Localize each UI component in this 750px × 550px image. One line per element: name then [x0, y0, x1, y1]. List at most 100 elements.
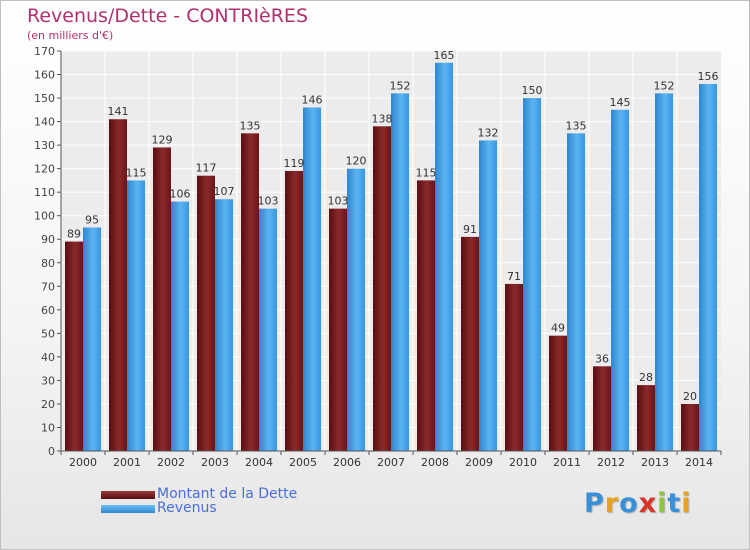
x-tick-label: 2010 — [509, 456, 537, 469]
x-tick-label: 2002 — [157, 456, 185, 469]
data-label-revenue: 146 — [302, 93, 323, 106]
y-tick-label: 160 — [34, 69, 55, 82]
x-tick-label: 2009 — [465, 456, 493, 469]
data-label-debt: 91 — [463, 223, 477, 236]
x-tick-label: 2013 — [641, 456, 669, 469]
y-tick-label: 120 — [34, 163, 55, 176]
bar-revenue — [259, 208, 277, 451]
data-label-revenue: 120 — [346, 155, 367, 168]
logo-letter: P — [584, 488, 605, 519]
bars — [65, 62, 717, 452]
bar-debt — [329, 208, 347, 451]
y-tick-label: 60 — [41, 304, 55, 317]
y-tick-label: 170 — [34, 45, 55, 58]
bar-debt — [153, 147, 171, 451]
logo-letter: t — [667, 488, 682, 519]
data-label-debt: 28 — [639, 371, 653, 384]
bar-revenue — [215, 199, 233, 451]
data-label-debt: 129 — [152, 133, 173, 146]
x-tick-label: 2003 — [201, 456, 229, 469]
logo-letter: r — [604, 488, 620, 519]
data-labels: 89 141 129 117 135 119 103 138 115 91 71 49 36 28 20 95… — [67, 49, 719, 403]
data-label-revenue: 150 — [522, 84, 543, 97]
data-label-debt: 115 — [416, 166, 437, 179]
bar-debt — [241, 133, 259, 451]
proxiti-logo: Proxiti — [584, 488, 692, 519]
x-tick-label: 2007 — [377, 456, 405, 469]
x-tick-label: 2001 — [113, 456, 141, 469]
legend-label-debt: Montant de la Dette — [157, 486, 298, 502]
logo-letter: o — [619, 488, 639, 519]
bar-debt — [417, 180, 435, 452]
chart-title: Revenus/Dette - CONTRIèRES — [27, 5, 309, 27]
bar-debt — [549, 335, 567, 451]
x-tick-label: 2005 — [289, 456, 317, 469]
bar-debt — [505, 283, 523, 451]
legend-label-revenue: Revenus — [157, 500, 217, 516]
data-label-revenue: 132 — [478, 126, 499, 139]
bar-revenue — [171, 201, 189, 451]
data-label-debt: 138 — [372, 112, 393, 125]
data-label-debt: 36 — [595, 352, 609, 365]
y-tick-label: 130 — [34, 139, 55, 152]
data-label-revenue: 115 — [126, 166, 147, 179]
data-label-revenue: 152 — [654, 79, 675, 92]
bar-debt — [109, 119, 127, 451]
x-tick-label: 2012 — [597, 456, 625, 469]
y-tick-label: 40 — [41, 351, 55, 364]
bar-debt — [461, 236, 479, 451]
bar-debt — [285, 171, 303, 451]
x-tick-label: 2008 — [421, 456, 449, 469]
y-tick-label: 100 — [34, 210, 55, 223]
logo-letter: i — [681, 488, 692, 519]
x-tick-label: 2011 — [553, 456, 581, 469]
bar-revenue — [347, 168, 365, 451]
data-label-revenue: 95 — [85, 213, 99, 226]
data-label-debt: 89 — [67, 228, 81, 241]
y-tick-label: 0 — [48, 445, 55, 458]
legend-swatch-revenue — [101, 505, 155, 513]
x-tick-label: 2000 — [69, 456, 97, 469]
legend-swatch-debt — [101, 491, 155, 499]
data-label-revenue: 156 — [698, 70, 719, 83]
bar-debt — [681, 403, 699, 451]
data-label-debt: 135 — [240, 119, 261, 132]
x-tick-label: 2006 — [333, 456, 361, 469]
x-tick-label: 2014 — [685, 456, 713, 469]
bar-revenue — [567, 133, 585, 451]
axes: 0 10 20 30 40 50 60 70 80 90 100 110 120 130 140 150 160… — [34, 45, 722, 469]
data-label-debt: 49 — [551, 322, 565, 335]
bar-debt — [197, 175, 215, 452]
data-label-debt: 71 — [507, 270, 521, 283]
data-label-revenue: 106 — [170, 188, 191, 201]
bar-revenue — [479, 140, 497, 452]
data-label-debt: 117 — [196, 162, 217, 175]
y-tick-label: 80 — [41, 257, 55, 270]
data-label-debt: 103 — [328, 195, 349, 208]
logo-letter: i — [657, 488, 668, 519]
data-label-revenue: 135 — [566, 119, 587, 132]
data-label-debt: 119 — [284, 157, 305, 170]
bar-debt — [65, 241, 83, 451]
data-label-revenue: 152 — [390, 79, 411, 92]
data-label-debt: 20 — [683, 390, 697, 403]
x-tick-label: 2004 — [245, 456, 273, 469]
logo-letter: x — [638, 488, 658, 519]
y-tick-label: 70 — [41, 280, 55, 293]
bar-revenue — [83, 227, 101, 451]
bar-revenue — [611, 109, 629, 451]
chart-subtitle: (en milliers d'€) — [27, 29, 114, 42]
bar-revenue — [655, 93, 673, 452]
data-label-revenue: 145 — [610, 96, 631, 109]
y-tick-label: 90 — [41, 233, 55, 246]
y-tick-label: 110 — [34, 186, 55, 199]
bar-revenue — [127, 180, 145, 452]
y-tick-label: 20 — [41, 398, 55, 411]
bar-revenue — [699, 83, 717, 452]
bar-revenue — [523, 98, 541, 451]
data-label-revenue: 103 — [258, 195, 279, 208]
bar-debt — [373, 126, 391, 451]
bar-revenue — [303, 107, 321, 452]
